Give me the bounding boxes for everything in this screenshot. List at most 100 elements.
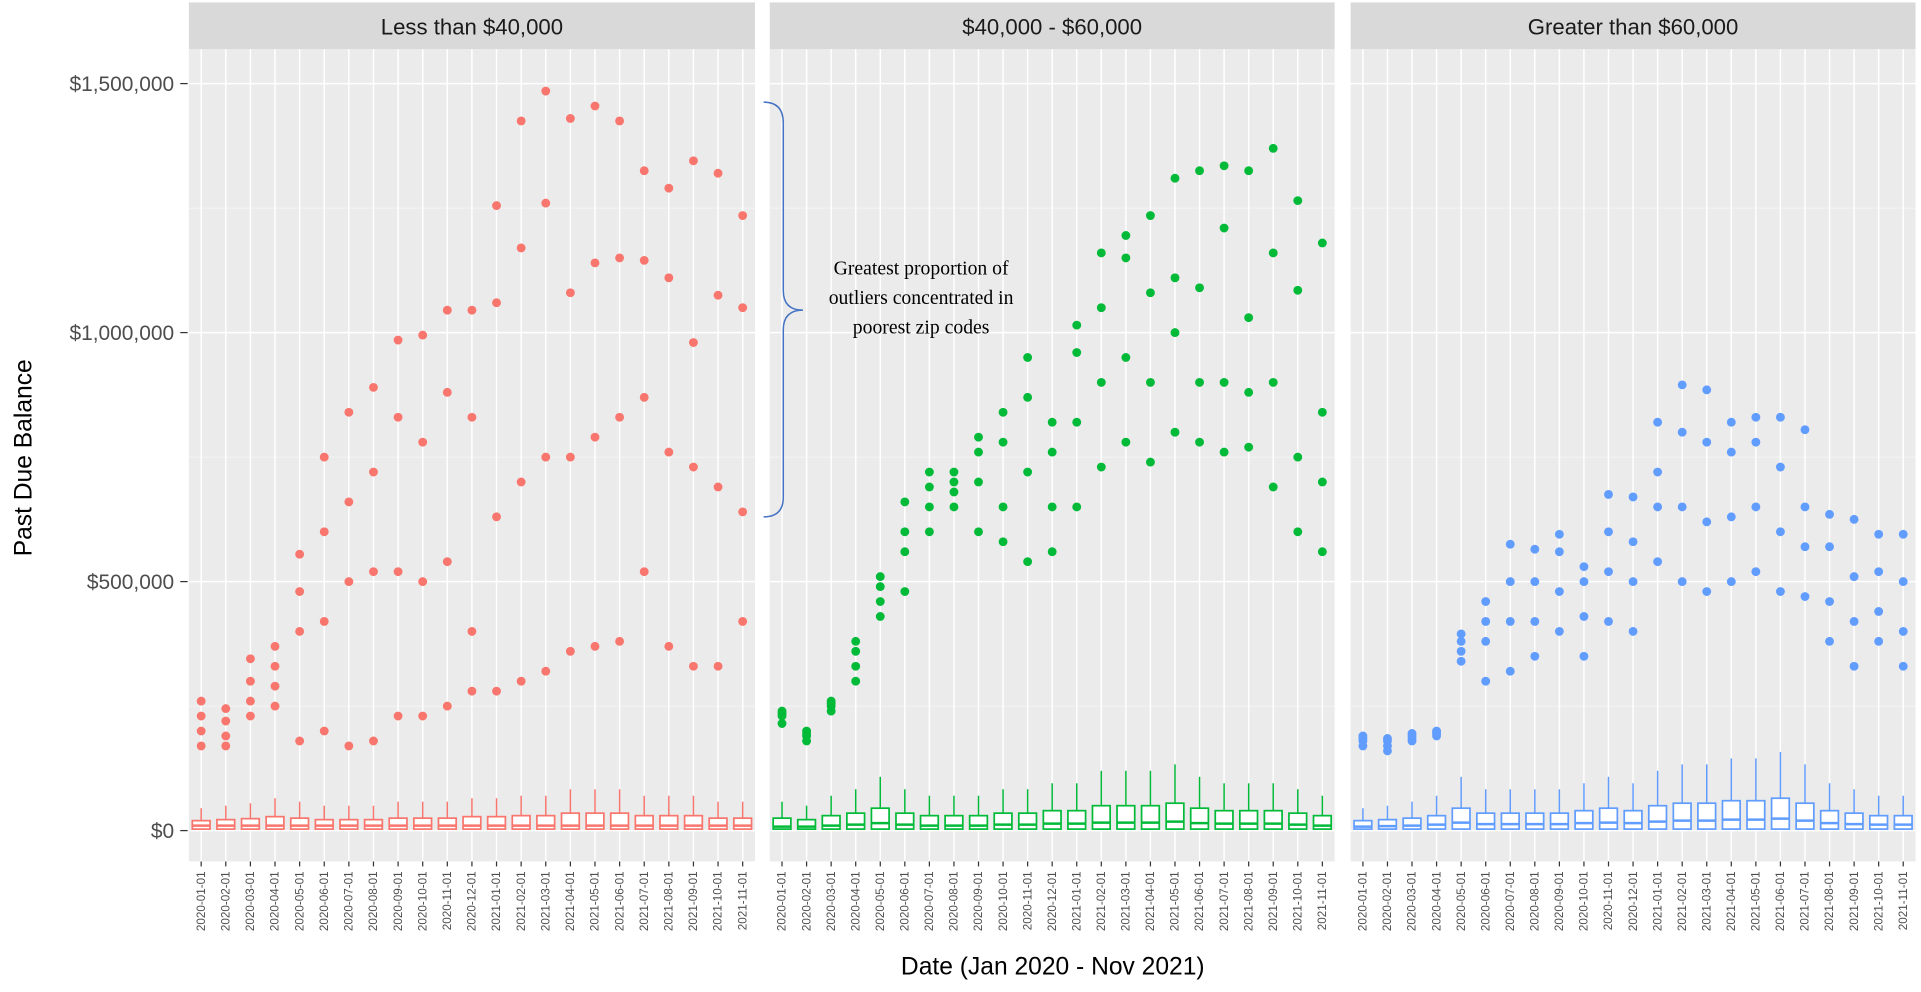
outlier <box>1874 607 1884 616</box>
outlier <box>1604 567 1613 577</box>
outlier <box>1121 231 1131 240</box>
x-tick-label: 2020-06-01 <box>318 871 331 931</box>
box <box>289 817 310 830</box>
outlier <box>541 452 551 462</box>
x-tick-label: 2021-07-01 <box>1218 871 1231 931</box>
box <box>536 814 556 830</box>
outlier <box>900 497 910 507</box>
outlier <box>900 587 910 596</box>
outlier <box>1726 512 1736 522</box>
outlier <box>1317 407 1327 417</box>
outlier <box>1456 629 1466 639</box>
outlier <box>565 114 575 123</box>
x-tick-label: 2021-11-01 <box>1897 871 1910 930</box>
outlier <box>1604 527 1613 537</box>
outlier <box>516 116 526 126</box>
outlier <box>1121 437 1131 447</box>
x-tick-label: 2021-10-01 <box>712 871 725 931</box>
outlier <box>875 582 885 592</box>
outlier <box>1481 617 1491 626</box>
outlier <box>369 567 378 577</box>
box <box>1647 804 1668 830</box>
outlier <box>344 577 354 587</box>
outlier <box>998 502 1008 512</box>
outlier <box>393 335 403 345</box>
y-tick-label: $1,500,000 <box>69 73 174 96</box>
outlier <box>851 646 861 656</box>
box <box>1451 807 1471 830</box>
x-tick-label: 2021-01-01 <box>1070 871 1083 931</box>
outlier <box>295 549 305 559</box>
x-tick-label: 2021-10-01 <box>1872 871 1885 931</box>
x-tick-label: 2021-06-01 <box>1193 871 1206 931</box>
outlier <box>1072 320 1082 330</box>
x-tick-label: 2020-02-01 <box>800 871 813 931</box>
outlier <box>924 482 934 492</box>
box <box>1844 812 1864 830</box>
annotation: poorest zip codes <box>853 317 990 339</box>
outlier <box>998 537 1008 547</box>
x-tick-label: 2020-07-01 <box>1504 871 1517 931</box>
x-tick-label: 2020-12-01 <box>466 871 479 931</box>
outlier <box>196 741 206 751</box>
x-tick-label: 2021-02-01 <box>1095 871 1108 931</box>
outlier <box>565 288 575 298</box>
outlier <box>1505 666 1515 676</box>
outlier <box>615 636 625 646</box>
outlier <box>541 198 551 208</box>
outlier <box>1751 502 1761 512</box>
y-axis-label: Past Due Balance <box>10 359 37 556</box>
box <box>1140 804 1161 830</box>
outlier <box>1874 567 1884 577</box>
box <box>944 814 964 830</box>
outlier <box>738 211 748 220</box>
outlier <box>851 636 861 646</box>
outlier <box>1047 417 1057 427</box>
outlier <box>1244 166 1254 176</box>
box <box>1288 812 1308 830</box>
box <box>1598 807 1619 830</box>
box <box>870 807 890 830</box>
outlier <box>1554 529 1564 539</box>
strip <box>188 2 755 50</box>
outlier <box>270 701 280 711</box>
outlier <box>615 116 625 126</box>
outlier <box>418 437 428 447</box>
box <box>968 814 989 830</box>
outlier <box>1825 542 1834 552</box>
x-tick-label: 2021-10-01 <box>1291 871 1304 931</box>
outlier <box>664 183 674 193</box>
x-tick-label: 2020-12-01 <box>1627 871 1640 931</box>
outlier <box>467 412 477 422</box>
outlier <box>802 726 812 736</box>
annotation: outliers concentrated in <box>829 287 1014 309</box>
outlier <box>1268 248 1278 258</box>
outlier <box>639 392 649 402</box>
outlier <box>221 704 231 714</box>
box <box>486 815 507 830</box>
outlier <box>418 711 428 721</box>
box <box>216 818 236 830</box>
box <box>796 818 817 830</box>
outlier <box>1751 412 1761 422</box>
outlier <box>319 452 329 462</box>
outlier <box>1219 447 1229 457</box>
outlier <box>1072 417 1082 427</box>
outlier <box>245 696 255 706</box>
outlier <box>1775 462 1785 472</box>
outlier <box>1195 377 1204 387</box>
outlier <box>1800 425 1810 435</box>
box <box>772 817 792 830</box>
x-tick-label: 2020-10-01 <box>997 871 1010 931</box>
outlier <box>516 477 526 487</box>
outlier <box>590 101 600 111</box>
panel: Greater than $60,000 2020-01-01 2020-02-01… <box>1350 2 1916 931</box>
outlier <box>541 86 551 96</box>
panel: Less than $40,000 2020-01-01 2020-02-01 202… <box>188 2 755 931</box>
box <box>919 814 940 830</box>
outlier <box>442 557 452 567</box>
outlier <box>1653 502 1663 512</box>
outlier <box>1628 626 1638 636</box>
outlier <box>467 686 477 696</box>
x-tick-label: 2020-08-01 <box>948 871 961 931</box>
